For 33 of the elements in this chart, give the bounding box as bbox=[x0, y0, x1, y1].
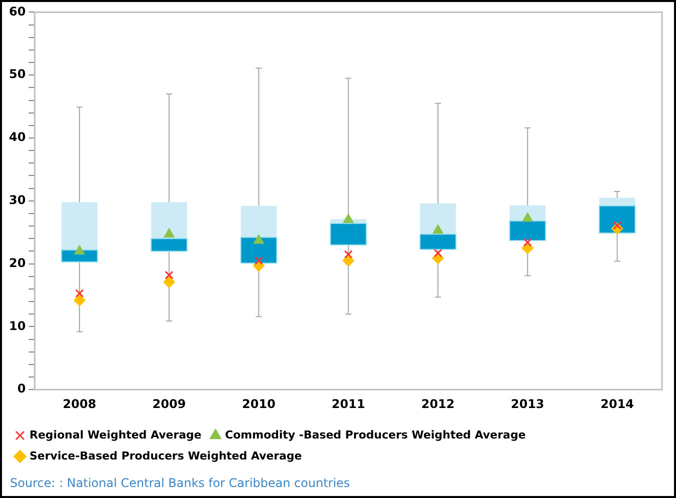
point bbox=[432, 224, 444, 234]
point bbox=[254, 234, 264, 244]
y-tick-label: 10 bbox=[8, 318, 26, 333]
point bbox=[523, 238, 532, 247]
point bbox=[434, 248, 442, 258]
legend-label: Service-Based Producers Weighted Average bbox=[30, 449, 302, 462]
y-tick-label: 30 bbox=[8, 193, 26, 208]
point bbox=[344, 250, 353, 259]
x-tick-label: 2010 bbox=[242, 396, 276, 411]
point bbox=[163, 276, 175, 288]
x-tick-label: 2009 bbox=[152, 396, 186, 411]
legend-label: Regional Weighted Average bbox=[30, 428, 202, 442]
point bbox=[343, 214, 354, 224]
point bbox=[164, 270, 174, 280]
y-tick-label: 0 bbox=[17, 382, 26, 396]
y-tick-label: 50 bbox=[8, 67, 26, 82]
source-note: Source: : National Central Banks for Caribbean countries bbox=[10, 476, 350, 490]
point bbox=[342, 254, 354, 266]
point bbox=[75, 289, 84, 298]
x-tick-label: 2014 bbox=[600, 396, 634, 411]
x-tick-label: 2013 bbox=[510, 396, 544, 411]
point bbox=[164, 228, 174, 238]
point bbox=[74, 245, 85, 254]
x-tick-label: 2012 bbox=[421, 396, 455, 411]
y-tick-label: 40 bbox=[8, 130, 26, 144]
point bbox=[254, 256, 264, 265]
y-tick-label: 20 bbox=[8, 256, 26, 270]
point bbox=[522, 242, 534, 254]
y-tick-label: 60 bbox=[8, 4, 26, 18]
legend-label: Commodity -Based Producers Weighted Average bbox=[225, 428, 526, 442]
x-tick-label: 2011 bbox=[332, 396, 366, 411]
x-tick-label: 2008 bbox=[62, 396, 96, 411]
point bbox=[74, 294, 86, 306]
